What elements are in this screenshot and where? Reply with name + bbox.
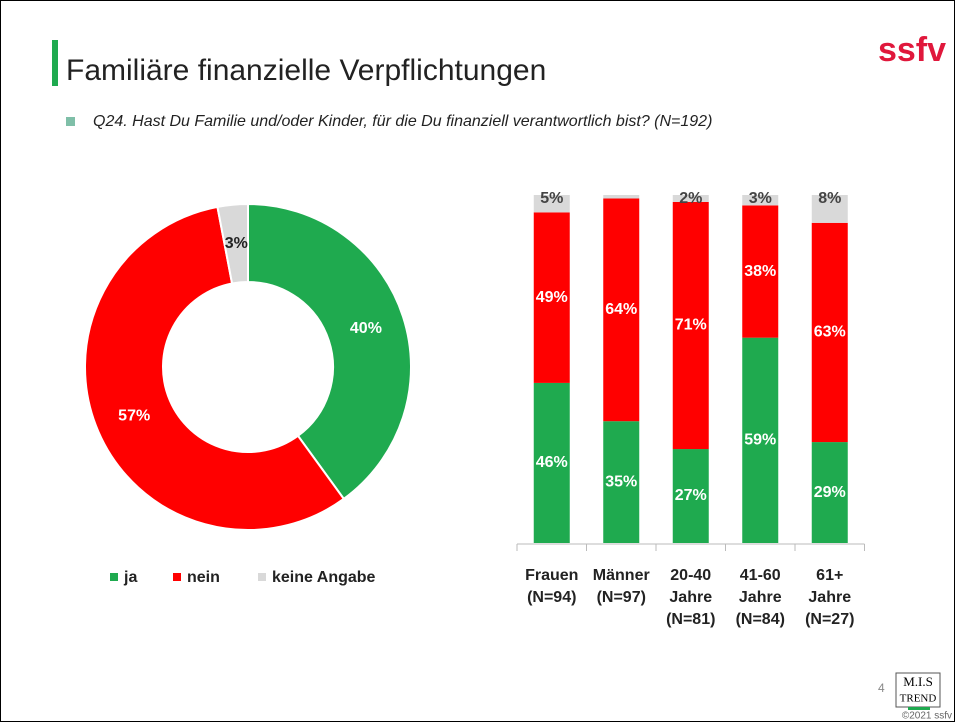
data-label: 27% — [675, 487, 707, 504]
copyright: ©2021 ssfv — [902, 711, 952, 722]
brand-bottom: TREND — [900, 693, 937, 705]
data-label: 46% — [536, 454, 568, 471]
data-label: 71% — [675, 317, 707, 334]
bar-segment — [811, 195, 848, 223]
data-label: 49% — [536, 289, 568, 306]
x-tick-label: 61+ — [816, 567, 843, 584]
data-label: 57% — [118, 407, 150, 424]
x-tick-label: Jahre — [669, 589, 712, 606]
data-label: 59% — [744, 432, 776, 449]
bar-segment — [811, 442, 848, 543]
brand-box — [895, 672, 941, 708]
bar-segment — [672, 449, 709, 543]
x-tick-label: (N=94) — [527, 589, 576, 606]
title-bar — [52, 40, 58, 86]
data-label: 64% — [605, 301, 637, 318]
bar-segment — [533, 382, 570, 543]
bullet — [66, 117, 75, 126]
bar-segment — [742, 195, 779, 206]
donut-slice — [84, 205, 346, 531]
data-label: 38% — [744, 263, 776, 280]
x-tick-label: Männer — [593, 567, 650, 584]
page-number: 4 — [878, 681, 885, 695]
bar-segment — [603, 195, 640, 199]
data-label: 35% — [605, 473, 637, 490]
x-tick-label: 41-60 — [740, 567, 781, 584]
brand-top: M.I.S — [903, 674, 933, 689]
legend-swatch — [173, 573, 181, 581]
x-tick-label: (N=81) — [666, 611, 715, 628]
data-label: 63% — [814, 324, 846, 341]
bar-segment — [672, 201, 709, 450]
x-tick-label: Frauen — [525, 567, 578, 584]
brand-line — [908, 707, 930, 710]
subtitle: Q24. Hast Du Familie und/oder Kinder, fü… — [93, 113, 712, 130]
donut-slice — [216, 202, 249, 285]
bar-segment — [533, 195, 570, 213]
donut-slice — [247, 202, 412, 501]
x-tick-label: Jahre — [808, 589, 851, 606]
x-tick-label: (N=27) — [805, 611, 854, 628]
data-label: 8% — [818, 190, 841, 207]
data-label: 5% — [540, 190, 563, 207]
x-tick-label: Jahre — [739, 589, 782, 606]
title: Familiäre finanzielle Verpflichtungen — [66, 54, 546, 87]
bar-segment — [672, 195, 709, 202]
legend-label: ja — [123, 569, 137, 586]
bar-segment — [603, 421, 640, 543]
bar-segment — [533, 212, 570, 383]
legend-swatch — [258, 573, 266, 581]
bar-segment — [742, 337, 779, 543]
legend-label: nein — [187, 569, 220, 586]
data-label: 40% — [350, 320, 382, 337]
legend-swatch — [110, 573, 118, 581]
bar-segment — [742, 205, 779, 338]
data-label: 3% — [225, 235, 248, 252]
data-label: 2% — [679, 190, 702, 207]
data-label: 29% — [814, 484, 846, 501]
legend-label: keine Angabe — [272, 569, 376, 586]
data-label: 3% — [749, 190, 772, 207]
x-tick-label: (N=84) — [736, 611, 785, 628]
x-tick-label: (N=97) — [597, 589, 646, 606]
bar-segment — [603, 198, 640, 422]
bar-segment — [811, 222, 848, 443]
logo: ssfv — [878, 31, 946, 69]
x-tick-label: 20-40 — [670, 567, 711, 584]
